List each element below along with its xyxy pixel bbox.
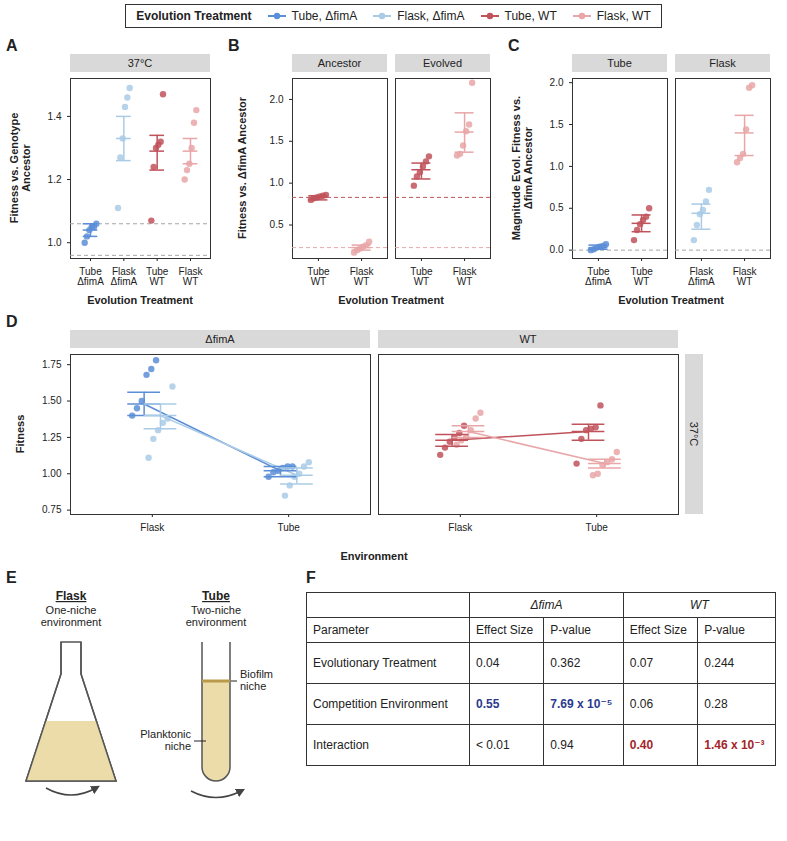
html-text:Evolution Treatment: Evolution Treatment: [87, 294, 193, 306]
svg-text:Magnitude Evol. Fitness vs.Δfi: Magnitude Evol. Fitness vs.ΔfimA Ancesto…: [510, 96, 534, 240]
html-text:Evolved: Evolved: [422, 57, 463, 69]
svg-text:environment: environment: [186, 616, 247, 628]
html-text:0.362: 0.362: [550, 656, 581, 670]
svg-text:FlaskWT: FlaskWT: [733, 266, 758, 287]
html-text:Competition Environment: Competition Environment: [313, 697, 448, 711]
svg-text:niche: niche: [165, 740, 191, 752]
svg-text:FlaskWT: FlaskWT: [179, 266, 204, 287]
svg-text:0.5: 0.5: [550, 202, 564, 213]
svg-text:1.5: 1.5: [550, 119, 564, 130]
svg-text:FlaskWT: FlaskWT: [350, 266, 375, 287]
html-text:B: B: [228, 37, 240, 54]
html-text:1.46 x 10⁻³: 1.46 x 10⁻³: [704, 738, 765, 752]
svg-text:1.0: 1.0: [48, 237, 62, 248]
svg-text:1.5: 1.5: [270, 135, 284, 146]
svg-text:Planktonic: Planktonic: [140, 728, 191, 740]
html-text:Effect Size: Effect Size: [476, 623, 534, 637]
svg-text:37°C: 37°C: [688, 422, 700, 447]
html-text:0.40: 0.40: [629, 738, 654, 752]
svg-text:TubeΔfimA: TubeΔfimA: [77, 266, 104, 287]
svg-text:FlaskWT: FlaskWT: [453, 266, 478, 287]
svg-text:Flask: Flask: [448, 522, 473, 533]
svg-text:1.50: 1.50: [42, 395, 62, 406]
html-text:0.244: 0.244: [704, 656, 735, 670]
html-text:Ancestor: Ancestor: [317, 57, 362, 69]
svg-text:0.75: 0.75: [42, 504, 62, 515]
svg-text:0.5: 0.5: [270, 219, 284, 230]
html-text:0.04: 0.04: [476, 656, 500, 670]
html-text:Evolution Treatment: Evolution Treatment: [338, 294, 444, 306]
svg-text:1.2: 1.2: [48, 174, 62, 185]
html-text:P-value: P-value: [550, 623, 591, 637]
svg-text:Fitness vs. ΔfimA Ancestor: Fitness vs. ΔfimA Ancestor: [236, 96, 248, 239]
html-text:Flask, WT: Flask, WT: [596, 9, 651, 23]
svg-text:environment: environment: [41, 616, 102, 628]
html-text:WT: WT: [690, 598, 709, 612]
svg-text:Tube: Tube: [585, 522, 608, 533]
svg-text:One-niche: One-niche: [46, 604, 97, 616]
html-text:Environment: Environment: [340, 550, 408, 562]
svg-text:Biofilm: Biofilm: [240, 668, 273, 680]
svg-text:Flask: Flask: [56, 589, 87, 603]
svg-text:Two-niche: Two-niche: [191, 604, 241, 616]
svg-text:TubeWT: TubeWT: [630, 266, 653, 287]
html-text:7.69 x 10⁻⁵: 7.69 x 10⁻⁵: [550, 697, 613, 711]
svg-text:1.0: 1.0: [550, 161, 564, 172]
svg-text:Tube: Tube: [202, 589, 230, 603]
html-text:P-value: P-value: [704, 623, 745, 637]
html-text:ΔfimA: ΔfimA: [205, 333, 235, 345]
html-text:0.55: 0.55: [476, 697, 500, 711]
html-text:E: E: [6, 569, 17, 586]
html-text:0.07: 0.07: [629, 656, 654, 670]
html-text:Flask: Flask: [709, 57, 736, 69]
svg-text:1.75: 1.75: [42, 359, 62, 370]
html-text:C: C: [508, 37, 520, 54]
svg-text:TubeWT: TubeWT: [307, 266, 330, 287]
svg-text:Tube: Tube: [277, 522, 300, 533]
html-text:ΔfimA: ΔfimA: [530, 598, 563, 612]
svg-text:TubeWT: TubeWT: [410, 266, 433, 287]
svg-text:FlaskΔfimA: FlaskΔfimA: [110, 266, 137, 287]
html-text:37°C: 37°C: [127, 57, 153, 69]
svg-text:0.0: 0.0: [550, 244, 564, 255]
svg-text:niche: niche: [240, 680, 266, 692]
html-text:WT: WT: [519, 333, 537, 345]
svg-text:TubeWT: TubeWT: [146, 266, 169, 287]
html-text:Interaction: Interaction: [313, 738, 369, 752]
html-text:Effect Size: Effect Size: [629, 623, 687, 637]
html-text:Evolution Treatment: Evolution Treatment: [618, 294, 724, 306]
svg-text:Flask: Flask: [140, 522, 165, 533]
html-text:Evolution Treatment: Evolution Treatment: [136, 9, 252, 23]
svg-text:1.00: 1.00: [42, 468, 62, 479]
svg-text:1.4: 1.4: [48, 111, 62, 122]
html-text:D: D: [6, 313, 18, 330]
html-text:A: A: [6, 37, 18, 54]
html-text:Tube, WT: Tube, WT: [504, 9, 557, 23]
svg-text:1.25: 1.25: [42, 432, 62, 443]
html-text:< 0.01: < 0.01: [476, 738, 510, 752]
svg-text:Fitness: Fitness: [14, 415, 26, 454]
svg-text:FlaskΔfimA: FlaskΔfimA: [688, 266, 715, 287]
html-text:Evolutionary Treatment: Evolutionary Treatment: [313, 656, 437, 670]
html-text:Tube, ΔfimA: Tube, ΔfimA: [291, 9, 358, 23]
html-text:0.94: 0.94: [550, 738, 574, 752]
html-text:0.28: 0.28: [704, 697, 728, 711]
svg-text:TubeΔfimA: TubeΔfimA: [585, 266, 612, 287]
html-text:Parameter: Parameter: [313, 623, 369, 637]
svg-text:Fitness vs. GenotypeAncestor: Fitness vs. GenotypeAncestor: [8, 113, 32, 224]
html-text:0.06: 0.06: [629, 697, 654, 711]
svg-text:2.0: 2.0: [270, 94, 284, 105]
html-text:Flask, ΔfimA: Flask, ΔfimA: [397, 9, 465, 23]
svg-text:2.0: 2.0: [550, 77, 564, 88]
svg-text:1.0: 1.0: [270, 177, 284, 188]
html-text:Tube: Tube: [607, 57, 632, 69]
html-text:F: F: [306, 569, 316, 586]
